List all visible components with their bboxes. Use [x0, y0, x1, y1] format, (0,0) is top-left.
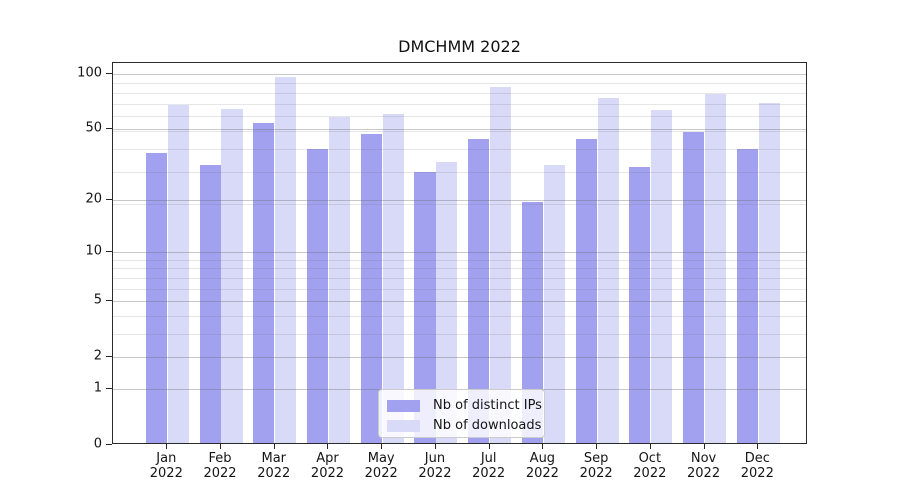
gridline-minor: [113, 103, 806, 105]
gridline-minor: [113, 315, 806, 317]
x-tick-label: Aug 2022: [525, 451, 559, 481]
bar-distinct-ips-nov: [683, 131, 705, 443]
bar-downloads-nov: [704, 94, 727, 443]
bar-distinct-ips-aug: [521, 202, 543, 443]
x-tick-label: May 2022: [364, 451, 398, 481]
y-tick-label: 10: [85, 243, 102, 259]
y-tick-label: 100: [77, 65, 102, 81]
x-tick-label: Oct 2022: [633, 451, 667, 481]
x-tick-mark: [757, 444, 759, 449]
x-tick-label: Mar 2022: [257, 451, 291, 481]
bar-downloads-mar: [275, 77, 297, 443]
y-tick-mark: [106, 128, 112, 129]
bar-distinct-ips-jan: [145, 152, 167, 443]
y-tick-mark: [106, 73, 112, 74]
gridline-major: [113, 129, 806, 131]
y-tick-label: 20: [85, 191, 102, 207]
x-tick-mark: [649, 444, 651, 449]
gridline-major: [113, 252, 806, 254]
x-tick-label: Jun 2022: [418, 451, 452, 481]
bar-downloads-jul: [490, 87, 512, 443]
bar-distinct-ips-sep: [575, 138, 597, 443]
bar-distinct-ips-may: [360, 133, 382, 443]
x-tick-mark: [327, 444, 329, 449]
bar-downloads-jun: [436, 162, 458, 443]
bar-distinct-ips-feb: [199, 164, 221, 443]
x-tick-mark: [434, 444, 436, 449]
legend-item-downloads: Nb of downloads: [387, 416, 541, 435]
x-tick-mark: [220, 444, 222, 449]
bar-downloads-aug: [543, 164, 565, 443]
y-tick-label: 2: [93, 348, 102, 364]
y-tick-label: 5: [93, 292, 102, 308]
gridline-minor: [113, 204, 806, 206]
bar-downloads-sep: [597, 98, 619, 443]
bar-downloads-dec: [758, 102, 780, 443]
x-tick-mark: [542, 444, 544, 449]
legend-label-distinct-ips: Nb of distinct IPs: [433, 397, 542, 413]
gridline-major: [113, 356, 806, 358]
gridline-major: [113, 200, 806, 202]
x-tick-mark: [596, 444, 598, 449]
gridline-minor: [113, 268, 806, 270]
y-tick-label: 0: [93, 436, 102, 452]
gridline-minor: [113, 171, 806, 173]
x-tick-mark: [273, 444, 275, 449]
gridline-minor: [113, 116, 806, 118]
y-tick-label: 1: [93, 380, 102, 396]
legend-label-downloads: Nb of downloads: [433, 417, 542, 433]
bar-distinct-ips-jun: [414, 172, 436, 443]
bar-distinct-ips-apr: [306, 148, 329, 443]
legend-swatch-downloads: [387, 419, 420, 432]
y-tick-mark: [106, 251, 112, 252]
x-tick-label: Apr 2022: [310, 451, 345, 481]
bar-downloads-jan: [167, 105, 189, 443]
x-tick-label: Jul 2022: [472, 451, 506, 481]
gridline-minor: [113, 333, 806, 335]
x-tick-label: Jan 2022: [149, 451, 183, 481]
x-tick-mark: [488, 444, 490, 449]
gridline-minor: [113, 130, 806, 132]
gridline-minor: [113, 148, 806, 150]
y-tick-mark: [106, 300, 112, 301]
y-tick-label: 50: [85, 120, 102, 136]
bar-distinct-ips-jul: [468, 138, 490, 443]
legend: Nb of distinct IPs Nb of downloads: [378, 389, 545, 438]
plot-area: [112, 62, 807, 444]
y-tick-mark: [106, 388, 112, 389]
bar-distinct-ips-mar: [253, 122, 275, 443]
bar-downloads-apr: [328, 116, 350, 443]
bars-layer: [113, 63, 806, 443]
grid-layer: [113, 63, 806, 443]
gridline-major: [113, 301, 806, 303]
y-tick-mark: [106, 199, 112, 200]
y-tick-mark: [106, 356, 112, 357]
x-tick-label: Feb 2022: [203, 451, 237, 481]
bar-distinct-ips-oct: [629, 167, 651, 443]
legend-item-distinct-ips: Nb of distinct IPs: [387, 396, 542, 415]
gridline-minor: [113, 288, 806, 290]
bar-downloads-oct: [651, 110, 673, 443]
gridline-minor: [113, 260, 806, 261]
x-tick-mark: [381, 444, 383, 449]
x-tick-label: Nov 2022: [687, 451, 721, 481]
gridline-minor: [113, 92, 806, 94]
x-tick-label: Sep 2022: [579, 451, 613, 481]
legend-swatch-distinct-ips: [387, 399, 420, 412]
x-tick-mark: [166, 444, 168, 449]
bar-downloads-may: [382, 114, 404, 443]
chart-title: DMCHMM 2022: [398, 37, 521, 56]
gridline-minor: [113, 83, 806, 85]
y-tick-mark: [106, 444, 112, 445]
gridline-major: [113, 74, 806, 76]
x-tick-mark: [703, 444, 705, 449]
gridline-minor: [113, 277, 806, 279]
bar-downloads-feb: [221, 108, 243, 443]
x-tick-label: Dec 2022: [740, 451, 774, 481]
bar-distinct-ips-dec: [736, 148, 758, 443]
